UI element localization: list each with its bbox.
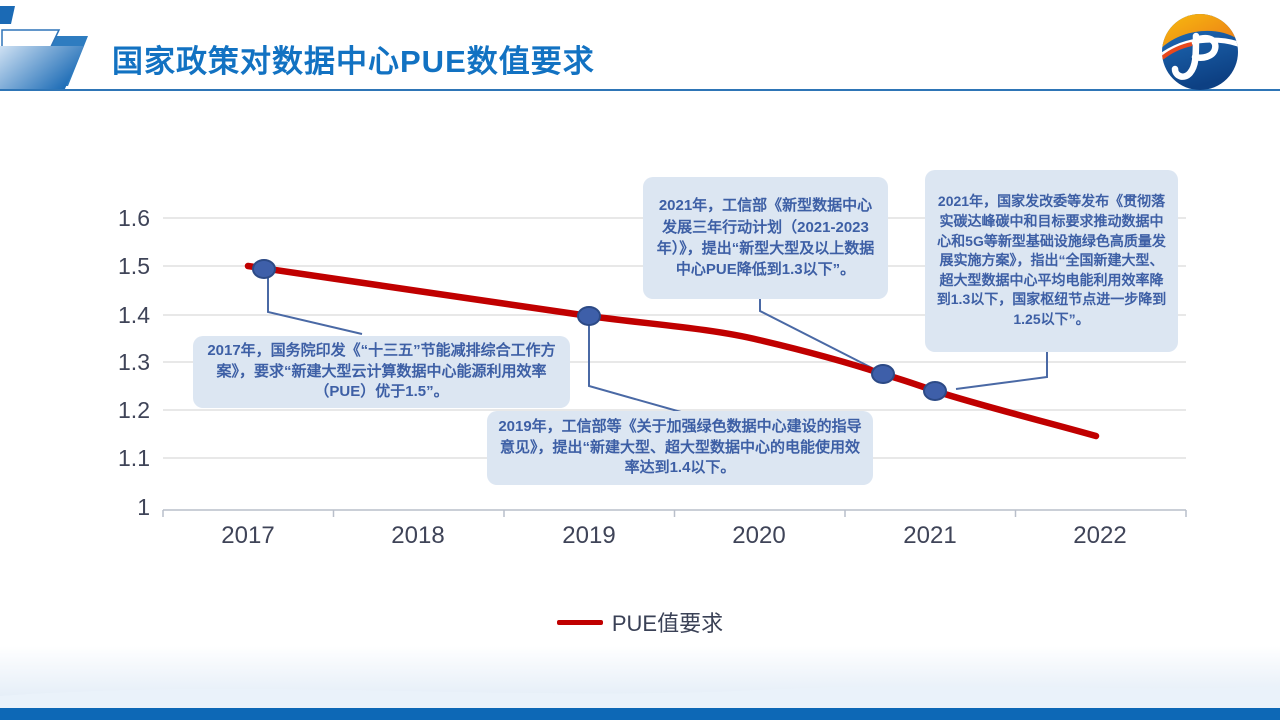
connector-2021-ndrc [955,352,1048,390]
x-axis [162,509,1187,517]
footer-wave-decoration [0,686,1280,708]
logo-red-accent-shape [1162,42,1193,60]
y-tick-label: 1.5 [118,253,150,279]
x-tick-label: 2020 [732,522,786,549]
data-point-2017 [252,259,276,279]
page-title: 国家政策对数据中心PUE数值要求 [112,44,595,79]
connector-2021-miit [759,299,873,369]
callout-policy-2021-ndrc: 2021年，国家发改委等发布《贯彻落实碳达峰碳中和目标要求推动数据中心和5G等新… [925,170,1178,352]
y-tick-label: 1.1 [118,445,150,471]
header-underline [0,89,1280,91]
x-tick-label: 2017 [221,522,275,549]
y-tick-label: 1.6 [118,205,150,231]
y-tick-label: 1.2 [118,397,150,423]
legend-label: PUE值要求 [611,611,724,636]
corner-square-shape [0,6,15,24]
x-tick-label: 2018 [391,522,445,549]
callout-policy-2021-miit: 2021年，工信部《新型数据中心发展三年行动计划（2021-2023年）》，提出… [643,177,888,299]
y-tick-label: 1 [137,494,150,520]
logo-letter-bowl-shape [1191,34,1219,61]
callout-connectors [267,278,1048,413]
y-tick-label: 1.4 [118,302,150,328]
x-tick-label: 2021 [903,522,957,549]
gradient-parallelogram-shape [0,46,84,91]
jp-globe-logo-icon [1162,14,1238,90]
connector-2017 [267,278,363,335]
data-point-2019 [577,306,601,326]
x-tick-label: 2022 [1073,522,1127,549]
data-point-2021-ndrc [923,381,947,401]
data-points [252,259,947,401]
callout-policy-2017: 2017年，国务院印发《“十三五”节能减排综合工作方案》，要求“新建大型云计算数… [193,336,570,408]
data-point-2021-miit [871,364,895,384]
legend-line-swatch [556,619,603,625]
connector-2019 [588,325,682,413]
callout-policy-2019: 2019年，工信部等《关于加强绿色数据中心建设的指导意见》，提出“新建大型、超大… [487,411,873,485]
y-tick-label: 1.3 [118,349,150,375]
header-corner-decoration [0,6,88,91]
x-tick-label: 2019 [562,522,616,549]
logo-letter-stem-shape [1171,32,1200,80]
chart-legend: PUE值要求 [0,606,1280,638]
footer-wave-shape [0,686,1280,708]
footer-blue-bar [0,708,1280,720]
